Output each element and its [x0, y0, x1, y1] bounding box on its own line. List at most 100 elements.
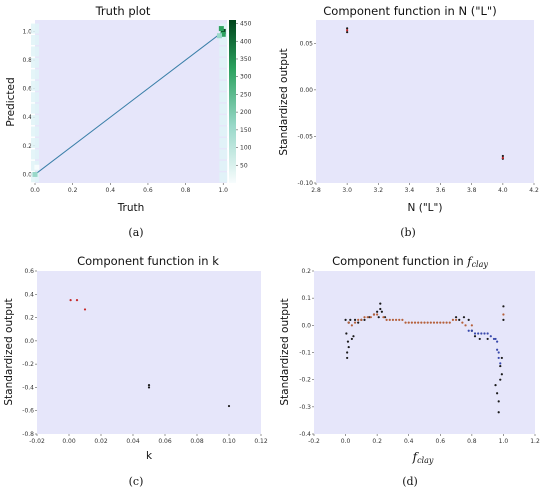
data-point	[357, 318, 360, 321]
data-point	[346, 31, 349, 34]
panel-b-ylabel: Standardized output	[278, 48, 290, 155]
data-point	[377, 316, 380, 319]
data-point	[436, 321, 439, 324]
data-point	[483, 332, 486, 335]
data-point	[69, 299, 72, 302]
hexbin-cell	[31, 80, 39, 91]
data-point	[461, 321, 464, 324]
data-point	[432, 321, 436, 324]
hexbin-cell	[219, 46, 228, 57]
data-point	[451, 318, 455, 321]
data-point	[345, 332, 348, 335]
data-point	[496, 392, 499, 395]
hexbin-cell	[31, 57, 39, 68]
data-point	[464, 324, 467, 327]
hexbin-cell	[31, 149, 39, 160]
x-tick-label: 0.8	[181, 187, 191, 194]
hexbin-cell	[219, 137, 228, 148]
data-point	[480, 332, 483, 335]
y-tick-label: -0.4	[299, 431, 311, 438]
data-point	[442, 321, 445, 324]
x-tick-label: 0.02	[94, 438, 108, 445]
x-tick-label: 0.8	[467, 438, 477, 445]
panel-d-caption: (d)	[402, 475, 418, 488]
data-point	[499, 362, 502, 365]
hexbin-cell	[31, 92, 39, 103]
y-tick-label: -0.10	[297, 180, 313, 187]
panel-a-marks: 0.0 0.2 0.4 0.6 0.8 1.0 0.0 0.2 0.4 0.6 0.8 1.0	[22, 23, 228, 194]
data-point	[368, 316, 371, 319]
hexbin-cell	[219, 103, 228, 114]
hexbin-cell	[219, 115, 228, 126]
panel-b-plot-area	[316, 20, 534, 183]
y-tick-label: 0.05	[300, 40, 314, 47]
data-point	[407, 321, 410, 324]
hexbin-point	[216, 33, 222, 39]
y-tick-label: -0.8	[22, 431, 34, 438]
data-point	[357, 321, 360, 324]
x-tick-label: 0.4	[404, 438, 414, 445]
data-point	[360, 318, 363, 321]
y-tick-label: 0.0	[22, 171, 32, 178]
data-point	[501, 154, 504, 158]
data-point	[380, 310, 383, 313]
panel-truth-plot: Truth plot 0.0 0.2 0.4 0.6 0.8 1.00.00.20.40.…	[5, 4, 252, 239]
panel-d-title-sub: clay	[472, 260, 489, 269]
data-point	[426, 321, 429, 324]
data-point	[420, 321, 423, 324]
panel-c-marks: -0.02 0.00 0.02 0.04 0.06 0.08 0.10 0.12 -0.8 -0.…	[22, 268, 268, 445]
panel-d-title-math: f	[466, 254, 473, 268]
colorbar-tick-label: 250	[240, 91, 252, 98]
hexbin-point	[32, 171, 38, 177]
data-point	[369, 316, 372, 319]
data-point	[502, 313, 505, 316]
hexbin-cell	[219, 92, 228, 103]
data-point	[478, 337, 481, 341]
data-point	[353, 321, 357, 324]
hexbin-cell	[219, 69, 228, 80]
x-tick-label: 0.0	[341, 438, 351, 445]
data-point	[382, 316, 385, 319]
data-point	[388, 318, 391, 321]
panel-component-fclay: Component function in fclay -0.2 0.0 0.2 0.…	[279, 254, 540, 488]
data-point	[346, 356, 349, 360]
x-tick-label: 0.00	[62, 438, 76, 445]
panel-d-ylabel: Standardized output	[279, 298, 291, 405]
x-tick-label: -0.02	[29, 438, 45, 445]
hexbin-point	[218, 26, 224, 32]
data-point	[413, 321, 417, 324]
data-point	[501, 156, 504, 159]
hexbin-cell	[219, 172, 228, 183]
panel-d-title: Component function in fclay	[332, 254, 488, 269]
data-point	[489, 335, 492, 338]
data-point	[350, 337, 353, 341]
y-tick-label: 0.0	[301, 322, 311, 329]
hexbin-cell	[31, 103, 39, 114]
panel-b-xlabel: N ("L")	[408, 202, 443, 214]
panel-c-title: Component function in k	[77, 254, 219, 268]
hexbin-point	[220, 31, 226, 37]
data-point	[346, 29, 349, 32]
data-point	[379, 302, 382, 305]
data-point	[486, 332, 489, 335]
y-tick-label: -0.1	[299, 350, 311, 357]
x-tick-label: 0.6	[143, 187, 153, 194]
data-point	[147, 386, 151, 389]
x-tick-label: 0.2	[68, 187, 78, 194]
data-point	[497, 400, 500, 403]
x-tick-label: 0.06	[158, 438, 172, 445]
panel-d-title-text: Component function in	[332, 254, 467, 268]
data-point	[401, 318, 404, 321]
data-point	[492, 337, 496, 341]
identity-line	[34, 31, 224, 175]
x-tick-label: 1.0	[218, 187, 228, 194]
y-tick-label: 1.0	[22, 28, 32, 35]
data-point	[404, 321, 407, 324]
x-tick-label: 0.08	[190, 438, 204, 445]
hexbin-cell	[219, 126, 228, 137]
x-tick-label: 1.0	[499, 438, 509, 445]
colorbar-ticks: 50 100 150 200 250 300 350 400 450	[236, 21, 252, 169]
colorbar-tick-label: 50	[240, 162, 248, 169]
y-tick-label: 0.2	[301, 268, 311, 275]
x-tick-label: 1.2	[530, 438, 540, 445]
